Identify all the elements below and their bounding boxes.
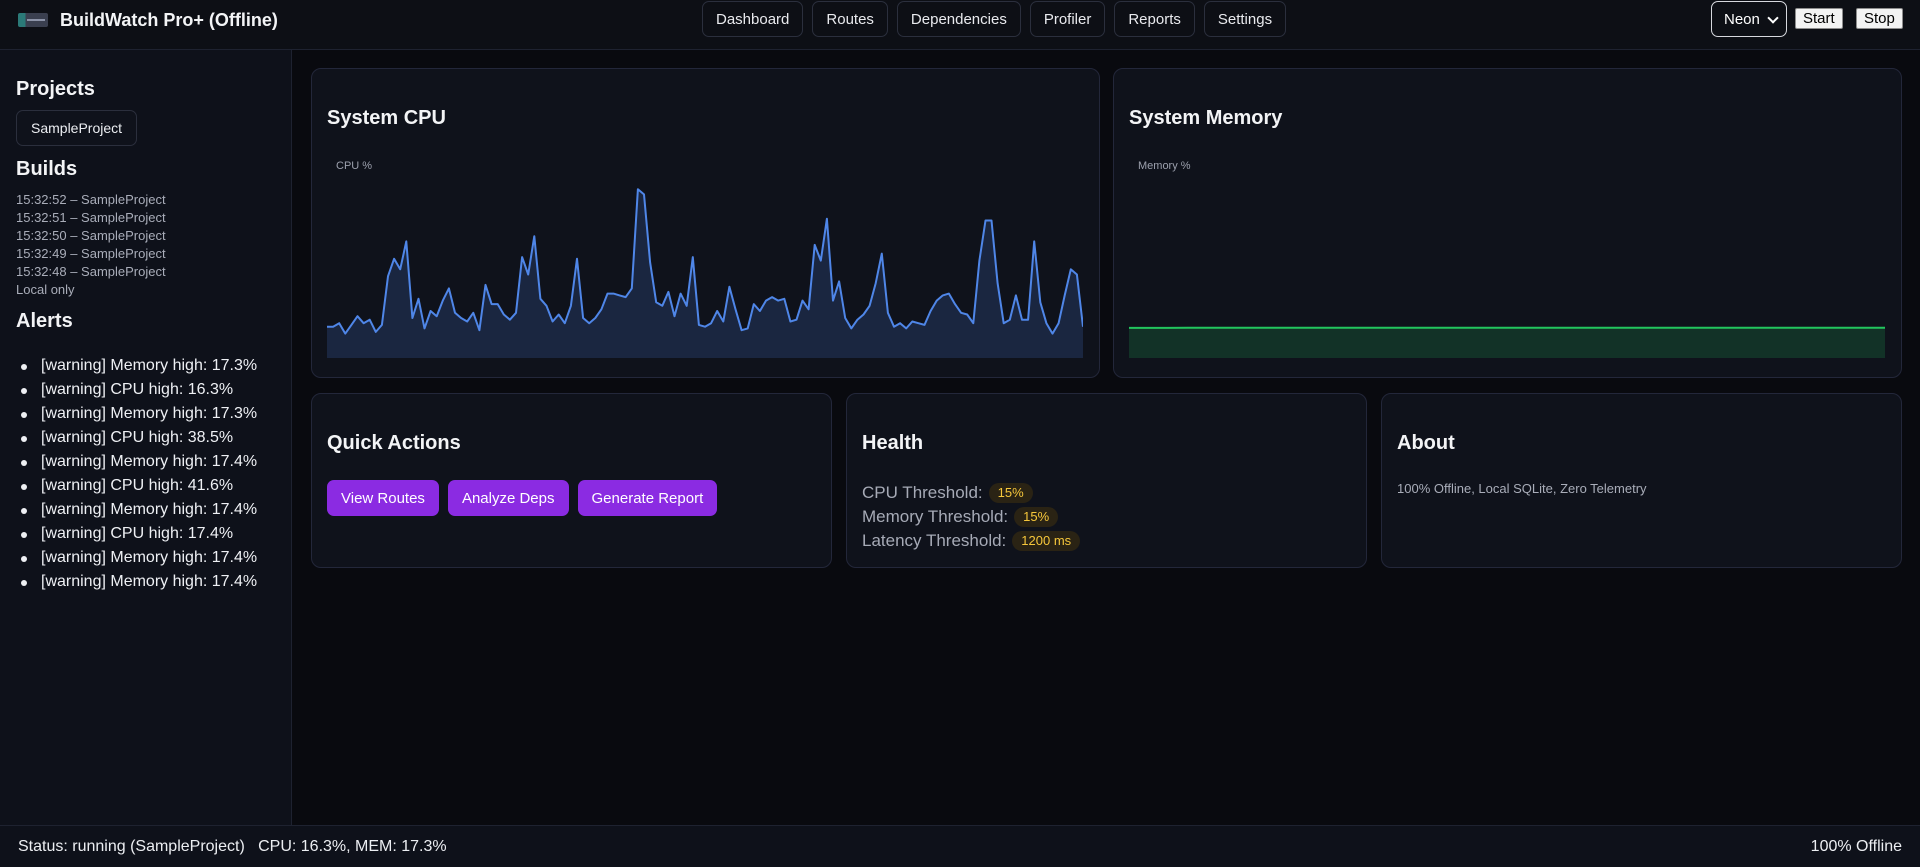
nav-reports[interactable]: Reports [1114, 1, 1195, 37]
alert-item: [warning] CPU high: 17.4% [21, 522, 281, 546]
alerts-heading: Alerts [16, 310, 73, 332]
cpu-threshold-row: CPU Threshold: 15% [862, 481, 1080, 505]
project-chip[interactable]: SampleProject [16, 110, 138, 146]
cpu-chart [327, 188, 1083, 358]
quick-actions-row: View Routes Analyze Deps Generate Report [327, 480, 718, 516]
cpu-card: System CPU CPU % [311, 68, 1100, 378]
health-title: Health [862, 432, 924, 454]
build-item[interactable]: 15:32:48 – SampleProject [16, 264, 166, 279]
about-card: About 100% Offline, Local SQLite, Zero T… [1381, 393, 1902, 568]
brand: BuildWatch Pro+ (Offline) [18, 8, 278, 32]
memory-threshold-label: Memory Threshold: [862, 507, 1009, 526]
builds-heading: Builds [16, 158, 78, 180]
nav-routes[interactable]: Routes [812, 1, 888, 37]
build-item[interactable]: 15:32:49 – SampleProject [16, 246, 166, 261]
cpu-threshold-label: CPU Threshold: [862, 483, 983, 502]
memory-card-title: System Memory [1129, 107, 1283, 129]
cpu-series-label: CPU % [336, 160, 373, 172]
cpu-threshold-badge: 15% [988, 483, 1033, 503]
nav-dependencies[interactable]: Dependencies [896, 1, 1021, 37]
status-text: Status: running (SampleProject) CPU: 16.… [18, 838, 447, 855]
alert-item: [warning] Memory high: 17.4% [21, 546, 281, 570]
main-nav: Dashboard Routes Dependencies Profiler R… [702, 0, 1287, 38]
latency-threshold-label: Latency Threshold: [862, 531, 1007, 550]
alert-item: [warning] Memory high: 17.4% [21, 570, 281, 594]
generate-report-button[interactable]: Generate Report [577, 480, 718, 516]
alert-item: [warning] Memory high: 17.4% [21, 498, 281, 522]
stop-button[interactable]: Stop [1856, 8, 1903, 29]
sidebar: Projects SampleProject Builds 15:32:52 –… [0, 50, 292, 825]
health-list: CPU Threshold: 15% Memory Threshold: 15%… [862, 481, 1081, 553]
alert-item: [warning] CPU high: 16.3% [21, 378, 281, 402]
top-bar: BuildWatch Pro+ (Offline) Dashboard Rout… [0, 0, 1920, 50]
about-text: 100% Offline, Local SQLite, Zero Telemet… [1397, 481, 1647, 496]
alert-item: [warning] Memory high: 17.3% [21, 402, 281, 426]
quick-actions-title: Quick Actions [327, 432, 461, 454]
memory-threshold-row: Memory Threshold: 15% [862, 505, 1080, 529]
alerts-list: [warning] Memory high: 17.3% [warning] C… [21, 354, 281, 594]
quick-actions-card: Quick Actions View Routes Analyze Deps G… [311, 393, 832, 568]
cpu-card-title: System CPU [327, 107, 446, 129]
health-card: Health CPU Threshold: 15% Memory Thresho… [846, 393, 1367, 568]
alert-item: [warning] CPU high: 38.5% [21, 426, 281, 450]
start-button[interactable]: Start [1795, 8, 1843, 29]
nav-profiler[interactable]: Profiler [1029, 1, 1106, 37]
status-bar: Status: running (SampleProject) CPU: 16.… [0, 825, 1920, 867]
nav-dashboard[interactable]: Dashboard [702, 1, 804, 37]
memory-chart [1129, 326, 1885, 358]
build-item[interactable]: 15:32:50 – SampleProject [16, 228, 166, 243]
alert-item: [warning] CPU high: 41.6% [21, 474, 281, 498]
alert-item: [warning] Memory high: 17.4% [21, 450, 281, 474]
view-routes-button[interactable]: View Routes [327, 480, 439, 516]
build-item[interactable]: 15:32:52 – SampleProject [16, 192, 166, 207]
builds-list: 15:32:52 – SampleProject 15:32:51 – Samp… [16, 191, 166, 299]
about-title: About [1397, 432, 1455, 454]
projects-heading: Projects [16, 78, 95, 100]
app-logo-icon [18, 13, 48, 27]
chevron-down-icon [1767, 12, 1779, 24]
memory-area [1129, 327, 1885, 358]
cpu-series-line [327, 188, 1083, 335]
memory-card: System Memory Memory % [1113, 68, 1902, 378]
nav-settings[interactable]: Settings [1203, 1, 1287, 37]
local-only-note: Local only [16, 282, 75, 297]
analyze-deps-button[interactable]: Analyze Deps [447, 480, 569, 516]
cpu-area [327, 189, 1083, 358]
offline-indicator: 100% Offline [1810, 838, 1902, 855]
build-item[interactable]: 15:32:51 – SampleProject [16, 210, 166, 225]
memory-threshold-badge: 15% [1014, 507, 1059, 527]
theme-select-value: Neon [1724, 10, 1760, 28]
theme-select[interactable]: Neon [1711, 1, 1787, 37]
latency-threshold-badge: 1200 ms [1012, 531, 1081, 551]
memory-series-label: Memory % [1138, 160, 1191, 172]
latency-threshold-row: Latency Threshold: 1200 ms [862, 529, 1081, 553]
app-title: BuildWatch Pro+ (Offline) [60, 9, 278, 30]
alert-item: [warning] Memory high: 17.3% [21, 354, 281, 378]
